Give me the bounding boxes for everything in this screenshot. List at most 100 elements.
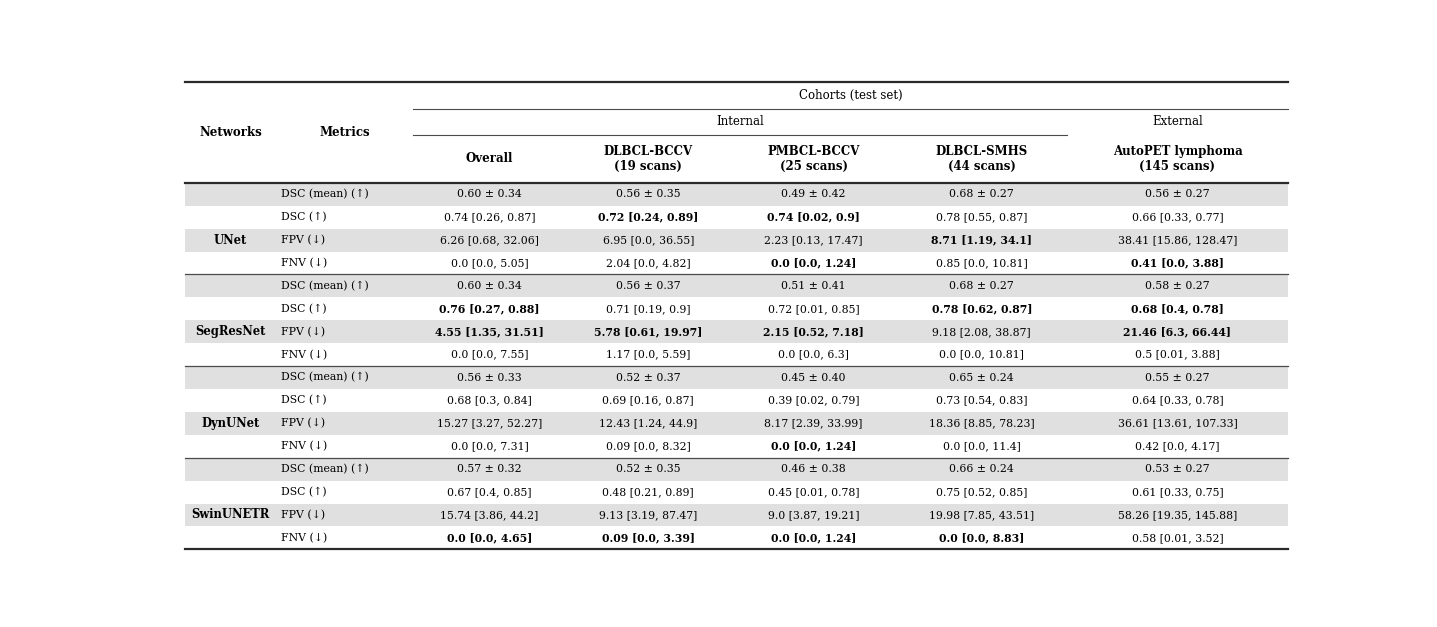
- Text: 0.85 [0.0, 10.81]: 0.85 [0.0, 10.81]: [935, 258, 1027, 268]
- Text: 0.74 [0.02, 0.9]: 0.74 [0.02, 0.9]: [767, 212, 861, 223]
- Text: 9.13 [3.19, 87.47]: 9.13 [3.19, 87.47]: [599, 510, 697, 520]
- Text: FPV (↓): FPV (↓): [282, 327, 325, 337]
- Text: FNV (↓): FNV (↓): [282, 258, 328, 268]
- Text: 0.55 ± 0.27: 0.55 ± 0.27: [1145, 372, 1210, 382]
- Bar: [185, 229, 1288, 251]
- Text: DLBCL-SMHS
(44 scans): DLBCL-SMHS (44 scans): [935, 145, 1027, 173]
- Text: 8.71 [1.19, 34.1]: 8.71 [1.19, 34.1]: [931, 234, 1032, 246]
- Text: DSC (↑): DSC (↑): [282, 487, 326, 497]
- Text: FNV (↓): FNV (↓): [282, 441, 328, 451]
- Text: 9.18 [2.08, 38.87]: 9.18 [2.08, 38.87]: [933, 327, 1032, 337]
- Text: 0.66 ± 0.24: 0.66 ± 0.24: [950, 464, 1015, 474]
- Text: 0.46 ± 0.38: 0.46 ± 0.38: [782, 464, 846, 474]
- Text: 0.56 ± 0.27: 0.56 ± 0.27: [1145, 189, 1210, 199]
- Text: UNet: UNet: [214, 234, 247, 246]
- Text: 15.74 [3.86, 44.2]: 15.74 [3.86, 44.2]: [440, 510, 539, 520]
- Text: 1.17 [0.0, 5.59]: 1.17 [0.0, 5.59]: [606, 350, 690, 360]
- Text: 0.0 [0.0, 7.31]: 0.0 [0.0, 7.31]: [451, 441, 529, 451]
- Text: 0.68 [0.4, 0.78]: 0.68 [0.4, 0.78]: [1131, 303, 1224, 314]
- Text: 2.23 [0.13, 17.47]: 2.23 [0.13, 17.47]: [764, 235, 862, 245]
- Text: 0.72 [0.24, 0.89]: 0.72 [0.24, 0.89]: [598, 212, 698, 223]
- Text: 58.26 [19.35, 145.88]: 58.26 [19.35, 145.88]: [1118, 510, 1237, 520]
- Text: 0.42 [0.0, 4.17]: 0.42 [0.0, 4.17]: [1135, 441, 1220, 451]
- Text: 12.43 [1.24, 44.9]: 12.43 [1.24, 44.9]: [599, 418, 697, 428]
- Text: 5.78 [0.61, 19.97]: 5.78 [0.61, 19.97]: [593, 326, 703, 337]
- Bar: [185, 366, 1288, 389]
- Text: DSC (mean) (↑): DSC (mean) (↑): [282, 372, 369, 382]
- Text: DSC (↑): DSC (↑): [282, 395, 326, 406]
- Text: Metrics: Metrics: [319, 126, 369, 139]
- Text: 0.39 [0.02, 0.79]: 0.39 [0.02, 0.79]: [767, 396, 859, 406]
- Bar: [185, 320, 1288, 343]
- Text: DynUNet: DynUNet: [201, 417, 260, 430]
- Text: External: External: [1152, 115, 1203, 128]
- Text: 0.78 [0.55, 0.87]: 0.78 [0.55, 0.87]: [935, 212, 1027, 222]
- Text: 0.51 ± 0.41: 0.51 ± 0.41: [782, 281, 846, 291]
- Text: 8.17 [2.39, 33.99]: 8.17 [2.39, 33.99]: [764, 418, 862, 428]
- Text: 0.45 [0.01, 0.78]: 0.45 [0.01, 0.78]: [767, 487, 859, 497]
- Text: 0.57 ± 0.32: 0.57 ± 0.32: [457, 464, 522, 474]
- Text: 0.5 [0.01, 3.88]: 0.5 [0.01, 3.88]: [1135, 350, 1220, 360]
- Text: 0.09 [0.0, 8.32]: 0.09 [0.0, 8.32]: [606, 441, 691, 451]
- Text: 0.68 [0.3, 0.84]: 0.68 [0.3, 0.84]: [447, 396, 532, 406]
- Text: PMBCL-BCCV
(25 scans): PMBCL-BCCV (25 scans): [767, 145, 859, 173]
- Text: 0.0 [0.0, 1.24]: 0.0 [0.0, 1.24]: [772, 441, 856, 452]
- Text: 0.41 [0.0, 3.88]: 0.41 [0.0, 3.88]: [1131, 258, 1224, 268]
- Text: 0.48 [0.21, 0.89]: 0.48 [0.21, 0.89]: [602, 487, 694, 497]
- Text: 0.68 ± 0.27: 0.68 ± 0.27: [950, 281, 1015, 291]
- Text: 0.73 [0.54, 0.83]: 0.73 [0.54, 0.83]: [935, 396, 1027, 406]
- Text: 36.61 [13.61, 107.33]: 36.61 [13.61, 107.33]: [1118, 418, 1237, 428]
- Text: 0.56 ± 0.37: 0.56 ± 0.37: [616, 281, 681, 291]
- Text: 0.75 [0.52, 0.85]: 0.75 [0.52, 0.85]: [935, 487, 1027, 497]
- Text: 0.52 ± 0.37: 0.52 ± 0.37: [616, 372, 681, 382]
- Bar: [185, 275, 1288, 297]
- Text: 0.0 [0.0, 1.24]: 0.0 [0.0, 1.24]: [772, 258, 856, 268]
- Text: 0.0 [0.0, 4.65]: 0.0 [0.0, 4.65]: [447, 532, 532, 544]
- Text: 0.71 [0.19, 0.9]: 0.71 [0.19, 0.9]: [606, 304, 691, 314]
- Text: 9.0 [3.87, 19.21]: 9.0 [3.87, 19.21]: [767, 510, 859, 520]
- Bar: [185, 458, 1288, 481]
- Text: Overall: Overall: [466, 152, 513, 166]
- Text: 0.66 [0.33, 0.77]: 0.66 [0.33, 0.77]: [1132, 212, 1223, 222]
- Text: DSC (↑): DSC (↑): [282, 212, 326, 223]
- Text: DLBCL-BCCV
(19 scans): DLBCL-BCCV (19 scans): [604, 145, 693, 173]
- Text: 18.36 [8.85, 78.23]: 18.36 [8.85, 78.23]: [928, 418, 1035, 428]
- Text: 19.98 [7.85, 43.51]: 19.98 [7.85, 43.51]: [930, 510, 1035, 520]
- Text: 0.60 ± 0.34: 0.60 ± 0.34: [457, 281, 522, 291]
- Text: SegResNet: SegResNet: [195, 325, 266, 338]
- Text: 0.74 [0.26, 0.87]: 0.74 [0.26, 0.87]: [444, 212, 535, 222]
- Text: 0.56 ± 0.33: 0.56 ± 0.33: [457, 372, 522, 382]
- Text: 0.0 [0.0, 7.55]: 0.0 [0.0, 7.55]: [451, 350, 529, 360]
- Text: 0.0 [0.0, 6.3]: 0.0 [0.0, 6.3]: [779, 350, 849, 360]
- Text: 0.49 ± 0.42: 0.49 ± 0.42: [782, 189, 846, 199]
- Text: 0.53 ± 0.27: 0.53 ± 0.27: [1145, 464, 1210, 474]
- Text: 0.0 [0.0, 10.81]: 0.0 [0.0, 10.81]: [940, 350, 1025, 360]
- Text: 0.61 [0.33, 0.75]: 0.61 [0.33, 0.75]: [1132, 487, 1223, 497]
- Text: 0.65 ± 0.24: 0.65 ± 0.24: [950, 372, 1015, 382]
- Text: Cohorts (test set): Cohorts (test set): [799, 89, 902, 102]
- Text: 6.95 [0.0, 36.55]: 6.95 [0.0, 36.55]: [602, 235, 694, 245]
- Text: FPV (↓): FPV (↓): [282, 510, 325, 520]
- Text: DSC (mean) (↑): DSC (mean) (↑): [282, 464, 369, 475]
- Text: 0.0 [0.0, 1.24]: 0.0 [0.0, 1.24]: [772, 532, 856, 544]
- Text: 0.52 ± 0.35: 0.52 ± 0.35: [616, 464, 681, 474]
- Text: AutoPET lymphoma
(145 scans): AutoPET lymphoma (145 scans): [1112, 145, 1243, 173]
- Text: 0.60 ± 0.34: 0.60 ± 0.34: [457, 189, 522, 199]
- Text: DSC (mean) (↑): DSC (mean) (↑): [282, 281, 369, 291]
- Bar: [185, 183, 1288, 206]
- Text: 0.58 ± 0.27: 0.58 ± 0.27: [1145, 281, 1210, 291]
- Text: 4.55 [1.35, 31.51]: 4.55 [1.35, 31.51]: [435, 326, 545, 337]
- Text: Internal: Internal: [717, 115, 764, 128]
- Text: 0.64 [0.33, 0.78]: 0.64 [0.33, 0.78]: [1132, 396, 1223, 406]
- Text: FNV (↓): FNV (↓): [282, 533, 328, 543]
- Text: 0.76 [0.27, 0.88]: 0.76 [0.27, 0.88]: [440, 303, 540, 314]
- Text: DSC (mean) (↑): DSC (mean) (↑): [282, 189, 369, 199]
- Text: 0.0 [0.0, 5.05]: 0.0 [0.0, 5.05]: [451, 258, 529, 268]
- Text: FPV (↓): FPV (↓): [282, 418, 325, 428]
- Text: 0.72 [0.01, 0.85]: 0.72 [0.01, 0.85]: [767, 304, 859, 314]
- Text: SwinUNETR: SwinUNETR: [191, 508, 270, 522]
- Bar: [185, 412, 1288, 435]
- Text: 0.09 [0.0, 3.39]: 0.09 [0.0, 3.39]: [602, 532, 694, 544]
- Text: 2.04 [0.0, 4.82]: 2.04 [0.0, 4.82]: [606, 258, 691, 268]
- Text: 0.69 [0.16, 0.87]: 0.69 [0.16, 0.87]: [602, 396, 694, 406]
